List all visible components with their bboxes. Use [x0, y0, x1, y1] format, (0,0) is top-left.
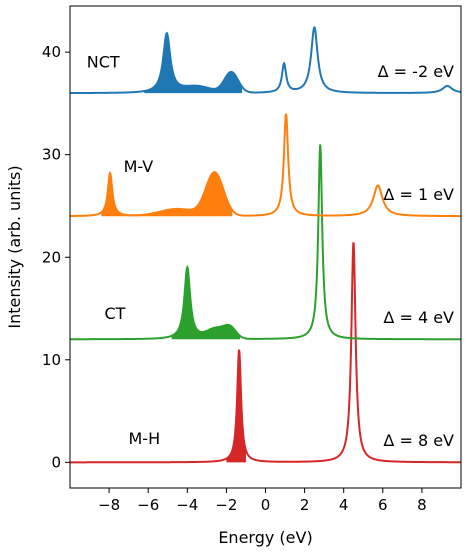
x-tick-label: 2: [300, 496, 310, 514]
series-layer: [70, 26, 462, 464]
x-axis: −8 −6 −4 −2 0 2 4 6 8: [98, 488, 427, 514]
x-tick-label: 4: [339, 496, 349, 514]
series-ct: [70, 144, 461, 341]
series-fill-m-v: [101, 172, 233, 217]
series-line-nct: [70, 26, 462, 95]
x-tick-label: −6: [137, 496, 159, 514]
series-fill-ct: [171, 267, 241, 340]
delta-label-m-h: Δ = 8 eV: [383, 431, 454, 450]
series-line-m-h: [70, 242, 462, 464]
x-tick-label: −2: [215, 496, 237, 514]
x-tick-label: 0: [261, 496, 271, 514]
y-tick-label: 0: [51, 453, 61, 471]
y-tick-label: 10: [42, 351, 61, 369]
series-m-h: [70, 242, 462, 464]
series-fill-m-h: [226, 349, 246, 463]
x-tick-label: 6: [378, 496, 388, 514]
x-tick-label: −8: [98, 496, 120, 514]
y-tick-label: 30: [42, 146, 61, 164]
series-label-m-h: M-H: [128, 429, 160, 448]
series-line-m-v: [70, 113, 461, 218]
series-m-v: [70, 113, 461, 218]
series-nct: [70, 26, 462, 95]
delta-label-ct: Δ = 4 eV: [383, 308, 454, 327]
y-tick-label: 20: [42, 248, 61, 266]
series-label-ct: CT: [104, 304, 125, 323]
delta-label-m-v: Δ = 1 eV: [383, 185, 454, 204]
delta-label-nct: Δ = -2 eV: [378, 62, 454, 81]
series-label-m-v: M-V: [124, 157, 154, 176]
series-fill-nct: [144, 33, 243, 94]
y-axis-label: Intensity (arb. units): [5, 165, 24, 328]
series-line-ct: [70, 144, 461, 341]
x-tick-label: −4: [176, 496, 198, 514]
annotations: M-H Δ = 8 eV CT Δ = 4 eV M-V Δ = 1 eV NCT Δ = -…: [87, 53, 454, 450]
y-tick-label: 40: [42, 43, 61, 61]
x-axis-label: Energy (eV): [218, 528, 312, 547]
y-axis: 0 10 20 30 40: [42, 43, 70, 471]
x-tick-label: 8: [417, 496, 427, 514]
series-label-nct: NCT: [87, 53, 120, 72]
